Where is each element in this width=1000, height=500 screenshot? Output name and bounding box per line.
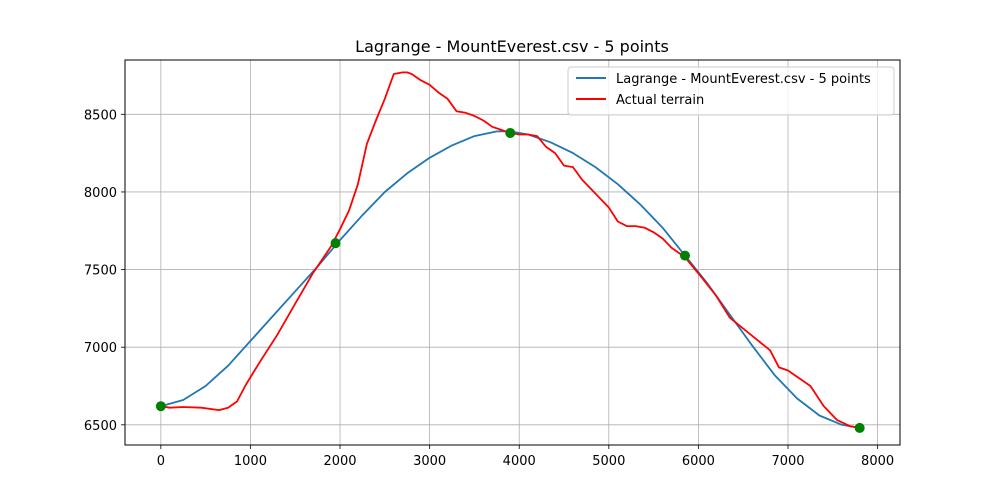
x-tick-label: 2000 <box>323 454 356 469</box>
x-tick-label: 8000 <box>861 454 894 469</box>
y-tick-label: 7000 <box>84 341 117 356</box>
legend: Lagrange - MountEverest.csv - 5 points A… <box>567 66 895 116</box>
interpolation-node-point <box>155 401 166 412</box>
y-tick-label: 6500 <box>84 419 117 434</box>
x-tick-label: 5000 <box>592 454 625 469</box>
x-tick-label: 3000 <box>413 454 446 469</box>
x-axis: 0 1000 2000 3000 4000 5000 6000 7000 8000 <box>157 445 894 469</box>
y-axis: 6500 7000 7500 8000 8500 <box>84 108 125 434</box>
x-tick-label: 7000 <box>771 454 804 469</box>
x-tick-label: 1000 <box>234 454 267 469</box>
interpolation-nodes <box>155 127 865 433</box>
grid-lines <box>125 60 900 445</box>
chart-title: Lagrange - MountEverest.csv - 5 points <box>355 37 669 56</box>
interpolation-node-point <box>679 250 690 261</box>
y-tick-label: 8500 <box>84 108 117 123</box>
interpolation-node-point <box>505 127 516 138</box>
interpolation-node-point <box>854 422 865 433</box>
legend-label-terrain: Actual terrain <box>616 93 704 108</box>
legend-label-interpolant: Lagrange - MountEverest.csv - 5 points <box>616 72 871 87</box>
y-tick-label: 7500 <box>84 264 117 279</box>
plot-frame <box>124 59 901 446</box>
x-tick-label: 0 <box>157 454 165 469</box>
y-tick-label: 8000 <box>84 186 117 201</box>
interpolation-node-point <box>330 238 341 249</box>
x-tick-label: 4000 <box>503 454 536 469</box>
legend-box <box>567 66 895 116</box>
plot-area <box>125 60 900 445</box>
x-tick-label: 6000 <box>682 454 715 469</box>
